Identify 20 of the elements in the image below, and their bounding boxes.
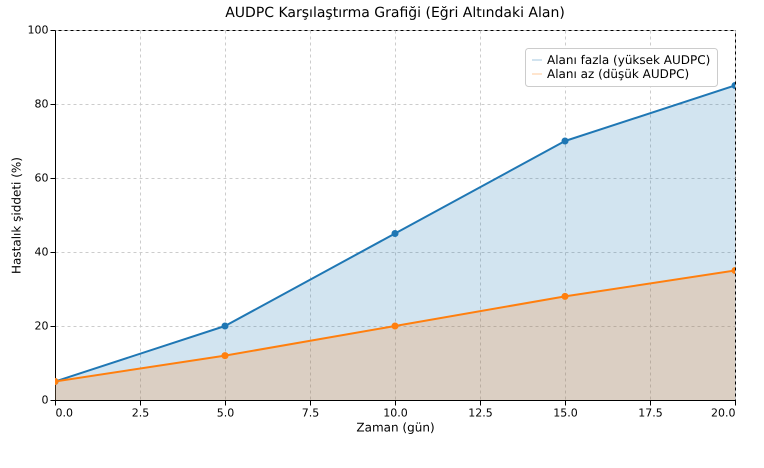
legend-label: Alanı az (düşük AUDPC): [547, 67, 690, 81]
x-tick-label: 10.0: [383, 406, 408, 420]
x-tick-label: 2.5: [132, 406, 150, 420]
x-tick-label: 12.5: [468, 406, 493, 420]
y-tick-label: 80: [34, 98, 48, 110]
y-tick-label: 20: [34, 320, 48, 332]
x-tick-label: 20.0: [711, 406, 736, 420]
chart-title: AUDPC Karşılaştırma Grafiği (Eğri Altındaki Alan): [225, 5, 565, 21]
x-tick-label: 5.0: [216, 406, 234, 420]
x-tick-label: 7.5: [302, 406, 320, 420]
y-tick-label: 60: [34, 172, 48, 184]
x-tick-label: 0.0: [56, 406, 73, 420]
x-tick-label: 17.5: [638, 406, 663, 420]
x-axis-title: Zaman (gün): [356, 420, 435, 434]
y-axis-title: Hastalık şiddeti (%): [10, 157, 24, 274]
y-tick-label: 100: [28, 24, 48, 36]
legend-label: Alanı fazla (yüksek AUDPC): [547, 53, 710, 67]
y-tick-label: 0: [42, 394, 48, 406]
x-tick-label: 15.0: [553, 406, 578, 420]
y-tick-label: 40: [34, 246, 48, 258]
